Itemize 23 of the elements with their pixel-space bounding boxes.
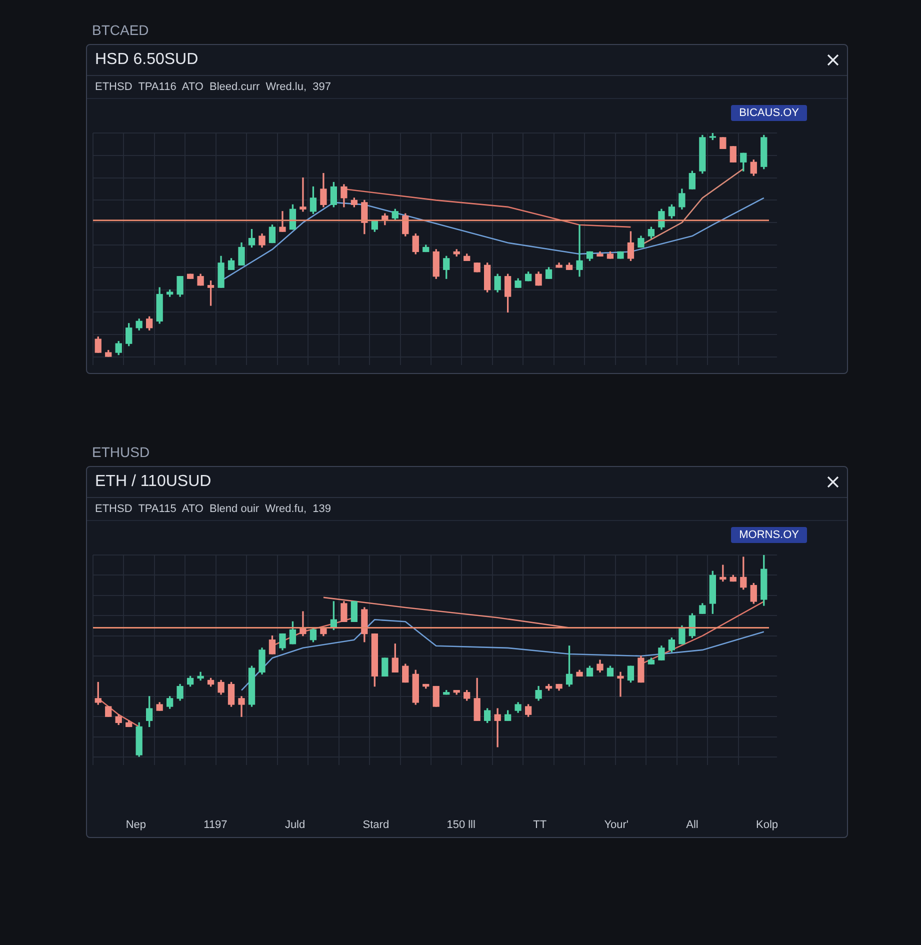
- text: All: [686, 819, 698, 831]
- text: ETHSD TPA115 ATO Blend ouir Wred.fu, 139: [87, 498, 847, 521]
- text: Stard: [362, 819, 390, 831]
- text: Kolp: [756, 819, 778, 831]
- chart-title: BTCAED: [92, 22, 150, 38]
- candlestick: [730, 146, 736, 162]
- candlestick: [617, 251, 624, 259]
- text: 150 lll: [446, 819, 476, 831]
- text: ETHSD TPA116 ATO Bleed.curr Wred.lu, 397: [87, 76, 847, 99]
- text: Juld: [284, 819, 306, 831]
- candlestick: [720, 137, 726, 150]
- chart-subtitle: ETH / 110USUD: [95, 473, 212, 491]
- text: BICAUS.OY: [731, 105, 807, 121]
- text: Your': [604, 819, 629, 831]
- text: MORNS.OY: [731, 527, 807, 543]
- candlestick: [105, 706, 112, 717]
- chart-subtitle: HSD 6.50SUD: [95, 51, 198, 69]
- text: TT: [533, 819, 547, 831]
- text: Nep: [126, 819, 146, 831]
- candlestick: [382, 658, 388, 677]
- chart-title: ETHUSD: [92, 444, 151, 460]
- text: 1197: [204, 819, 228, 831]
- candlestick: [432, 686, 440, 707]
